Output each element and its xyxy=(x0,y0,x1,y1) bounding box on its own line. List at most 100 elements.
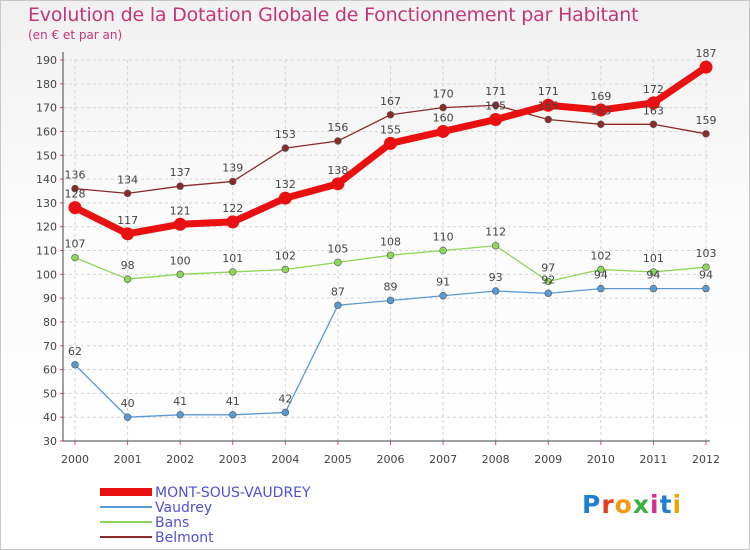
data-point-mont-sous-vaudrey xyxy=(121,227,135,241)
data-label-mont-sous-vaudrey: 171 xyxy=(538,85,559,98)
y-tick-label: 100 xyxy=(36,268,57,281)
legend-label-bans: Bans xyxy=(155,515,189,531)
data-label-belmont: 163 xyxy=(590,104,611,117)
data-label-belmont: 159 xyxy=(696,114,717,127)
x-tick-label: 2009 xyxy=(534,453,562,466)
y-tick-label: 190 xyxy=(36,54,57,67)
data-point-bans xyxy=(334,258,342,267)
logo-letter: t xyxy=(659,490,673,519)
data-point-bans xyxy=(702,263,710,271)
y-tick-label: 90 xyxy=(43,292,57,305)
data-point-bans xyxy=(597,265,605,274)
logo-letter: o xyxy=(614,490,633,519)
logo-letter: P xyxy=(582,490,602,519)
chart-title: Evolution de la Dotation Globale de Fonc… xyxy=(28,4,639,26)
data-labels: 128 117 121 122 132 138 155 160 165 171 169 172 187 6… xyxy=(65,47,717,410)
data-label-mont-sous-vaudrey: 128 xyxy=(65,188,86,201)
data-point-belmont xyxy=(71,184,79,193)
data-label-bans: 112 xyxy=(485,226,506,239)
data-point-bans xyxy=(439,246,447,255)
data-label-bans: 110 xyxy=(433,231,454,244)
data-label-vaudrey: 87 xyxy=(331,285,345,298)
y-tick-label: 80 xyxy=(43,316,57,329)
x-tick-label: 2007 xyxy=(429,453,457,466)
data-point-bans xyxy=(649,268,658,276)
data-point-vaudrey xyxy=(702,284,710,293)
data-label-vaudrey: 93 xyxy=(489,271,503,284)
x-tick-label: 2012 xyxy=(692,453,720,466)
y-tick-label: 130 xyxy=(36,197,57,210)
y-tick-label: 140 xyxy=(36,173,57,186)
data-point-mont-sous-vaudrey xyxy=(646,96,660,110)
data-point-mont-sous-vaudrey xyxy=(173,217,187,231)
data-point-bans xyxy=(491,242,500,250)
data-label-belmont: 170 xyxy=(433,88,454,101)
data-point-vaudrey xyxy=(71,361,79,369)
y-tick-label: 40 xyxy=(43,411,57,424)
data-label-belmont: 156 xyxy=(327,121,348,134)
x-tick-label: 2008 xyxy=(482,453,510,466)
data-label-mont-sous-vaudrey: 122 xyxy=(222,202,243,215)
data-label-vaudrey: 89 xyxy=(384,281,398,294)
data-label-bans: 105 xyxy=(327,242,348,255)
data-label-bans: 103 xyxy=(696,247,717,260)
data-point-bans xyxy=(176,270,184,279)
x-tick-label: 2003 xyxy=(219,453,247,466)
data-point-bans xyxy=(123,275,132,283)
data-label-mont-sous-vaudrey: 121 xyxy=(170,204,191,217)
data-label-belmont: 134 xyxy=(117,173,138,186)
data-label-belmont: 167 xyxy=(380,95,401,108)
data-label-mont-sous-vaudrey: 132 xyxy=(275,178,296,191)
data-point-vaudrey xyxy=(176,411,184,419)
data-point-belmont xyxy=(229,177,237,186)
x-tick-label: 2001 xyxy=(114,453,142,466)
data-label-bans: 101 xyxy=(222,252,243,265)
data-point-belmont xyxy=(386,111,395,119)
data-label-belmont: 136 xyxy=(65,169,86,182)
y-tick-label: 30 xyxy=(43,435,57,448)
x-tick-label: 2011 xyxy=(639,453,667,466)
data-label-mont-sous-vaudrey: 172 xyxy=(643,83,664,96)
data-point-mont-sous-vaudrey xyxy=(489,113,503,127)
x-tick-label: 2004 xyxy=(271,453,299,466)
logo-letter: x xyxy=(632,490,650,519)
data-label-belmont: 165 xyxy=(538,100,559,113)
data-label-bans: 97 xyxy=(541,261,555,274)
y-tick-label: 50 xyxy=(43,387,57,400)
data-label-bans: 108 xyxy=(380,235,401,248)
data-point-belmont xyxy=(649,120,658,128)
data-label-mont-sous-vaudrey: 160 xyxy=(433,111,454,124)
axes: 30 40 50 60 70 80 90 100 110 120 130 140 150 160 170 18… xyxy=(36,52,720,466)
data-point-mont-sous-vaudrey xyxy=(594,103,608,117)
legend-label-belmont: Belmont xyxy=(155,530,214,546)
data-point-mont-sous-vaudrey xyxy=(541,98,555,112)
data-label-mont-sous-vaudrey: 165 xyxy=(485,100,506,113)
data-point-vaudrey xyxy=(544,289,552,298)
data-point-bans xyxy=(544,277,552,286)
data-label-vaudrey: 94 xyxy=(594,269,608,282)
data-label-vaudrey: 40 xyxy=(121,397,135,410)
series-bans xyxy=(71,242,710,286)
proxiti-logo: Proxiti xyxy=(582,490,682,519)
data-point-vaudrey xyxy=(229,411,237,419)
data-label-belmont: 153 xyxy=(275,128,296,141)
data-label-bans: 98 xyxy=(121,259,135,272)
data-point-vaudrey xyxy=(386,296,395,305)
data-point-belmont xyxy=(334,137,342,145)
data-point-belmont xyxy=(702,130,710,138)
data-point-mont-sous-vaudrey xyxy=(68,201,82,215)
data-point-mont-sous-vaudrey xyxy=(384,136,397,150)
x-tick-label: 2006 xyxy=(377,453,405,466)
data-label-bans: 102 xyxy=(275,250,296,263)
data-label-belmont: 163 xyxy=(643,104,664,117)
data-point-belmont xyxy=(123,189,132,198)
logo-letter: i xyxy=(672,490,683,519)
chart-subtitle: (en € et par an) xyxy=(28,28,123,42)
x-tick-label: 2000 xyxy=(61,453,89,466)
data-label-belmont: 171 xyxy=(485,85,506,98)
data-point-bans xyxy=(281,265,290,274)
series-belmont xyxy=(71,101,710,198)
data-label-vaudrey: 41 xyxy=(173,395,187,408)
